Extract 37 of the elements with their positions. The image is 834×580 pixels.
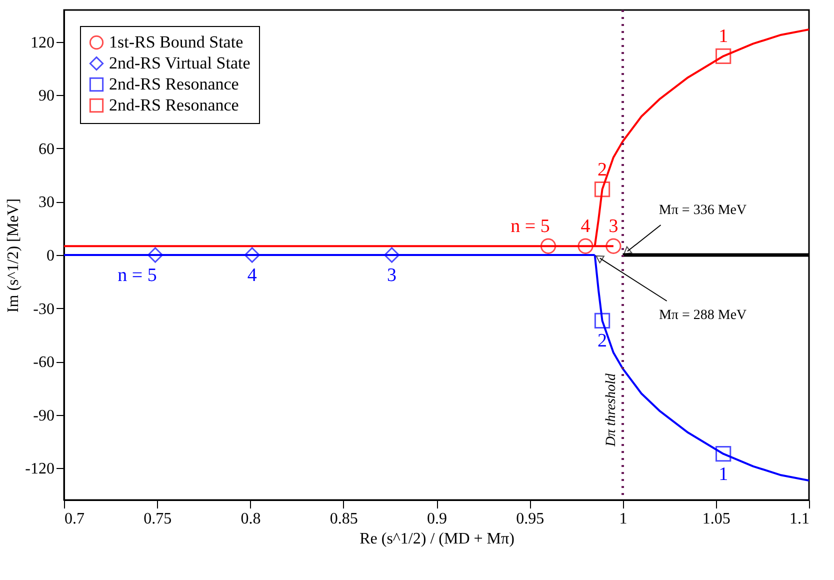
- annotation: Mπ = 288 MeV: [658, 308, 747, 323]
- annotation: 2: [598, 159, 608, 180]
- legend-label: 2nd-RS Resonance: [109, 74, 239, 94]
- annotation: 4: [247, 265, 258, 286]
- annotation: 2: [598, 330, 608, 352]
- annotation: n = 5: [118, 265, 157, 286]
- annotation: 4: [580, 216, 591, 238]
- annotation: 1: [718, 26, 728, 48]
- y-tick-label: 90: [38, 88, 54, 105]
- y-tick-label: -30: [33, 300, 54, 318]
- y-tick-label: -90: [33, 407, 54, 424]
- legend-label: 1st-RS Bound State: [109, 32, 244, 52]
- y-axis-title: Im (s^1/2) [MeV]: [5, 198, 22, 313]
- legend-label: 2nd-RS Resonance: [109, 96, 239, 114]
- annotation: Mπ = 336 MeV: [658, 203, 747, 218]
- x-tick-label: 0.7: [64, 510, 84, 528]
- y-tick-label: 120: [30, 34, 54, 52]
- x-tick-label: 0.75: [144, 510, 172, 528]
- y-tick-label: 0: [46, 248, 54, 264]
- annotation: 3: [387, 265, 397, 286]
- y-tick-label: 60: [38, 140, 54, 158]
- y-tick-label: -120: [25, 460, 54, 478]
- x-tick-label: 1: [619, 510, 628, 528]
- x-tick-label: 0.95: [516, 510, 544, 528]
- ref-line-label: Dπ threshold: [604, 372, 619, 448]
- annotation: n = 5: [510, 216, 550, 238]
- x-tick-label: 1.1: [790, 510, 810, 528]
- legend-label: 2nd-RS Virtual State: [109, 54, 250, 72]
- annotation: 3: [608, 216, 618, 238]
- x-axis-title: Re (s^1/2) / (MD + Mπ): [360, 530, 514, 548]
- x-tick-label: 1.05: [702, 510, 730, 528]
- x-tick-label: 0.85: [330, 510, 358, 528]
- x-tick-label: 0.8: [240, 510, 261, 528]
- annotation: 1: [718, 464, 728, 485]
- y-tick-label: -60: [33, 354, 54, 372]
- y-tick-label: 30: [38, 194, 54, 212]
- x-tick-label: 0.9: [427, 510, 447, 528]
